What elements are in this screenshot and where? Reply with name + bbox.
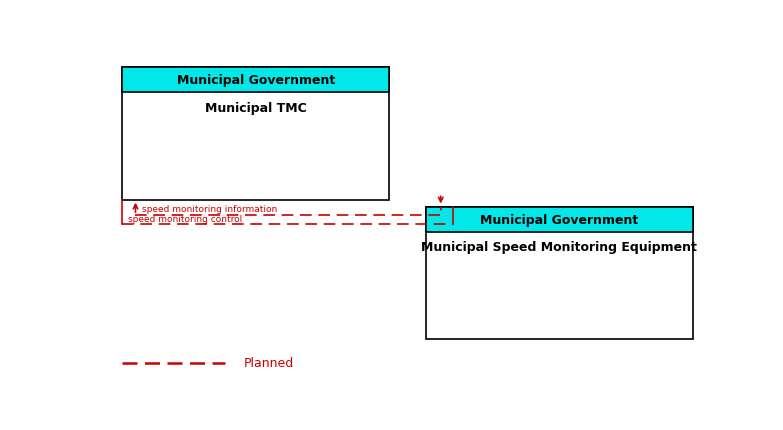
- Text: Municipal Government: Municipal Government: [480, 213, 638, 226]
- Bar: [122, 68, 389, 93]
- Bar: [426, 207, 693, 340]
- Text: Municipal Government: Municipal Government: [176, 74, 335, 87]
- Text: Municipal TMC: Municipal TMC: [205, 101, 306, 114]
- Text: Municipal Speed Monitoring Equipment: Municipal Speed Monitoring Equipment: [421, 240, 697, 253]
- Text: speed monitoring control: speed monitoring control: [128, 214, 243, 223]
- Bar: [426, 207, 693, 232]
- Bar: [122, 68, 389, 200]
- Text: Planned: Planned: [244, 356, 294, 369]
- Text: speed monitoring information: speed monitoring information: [142, 205, 277, 214]
